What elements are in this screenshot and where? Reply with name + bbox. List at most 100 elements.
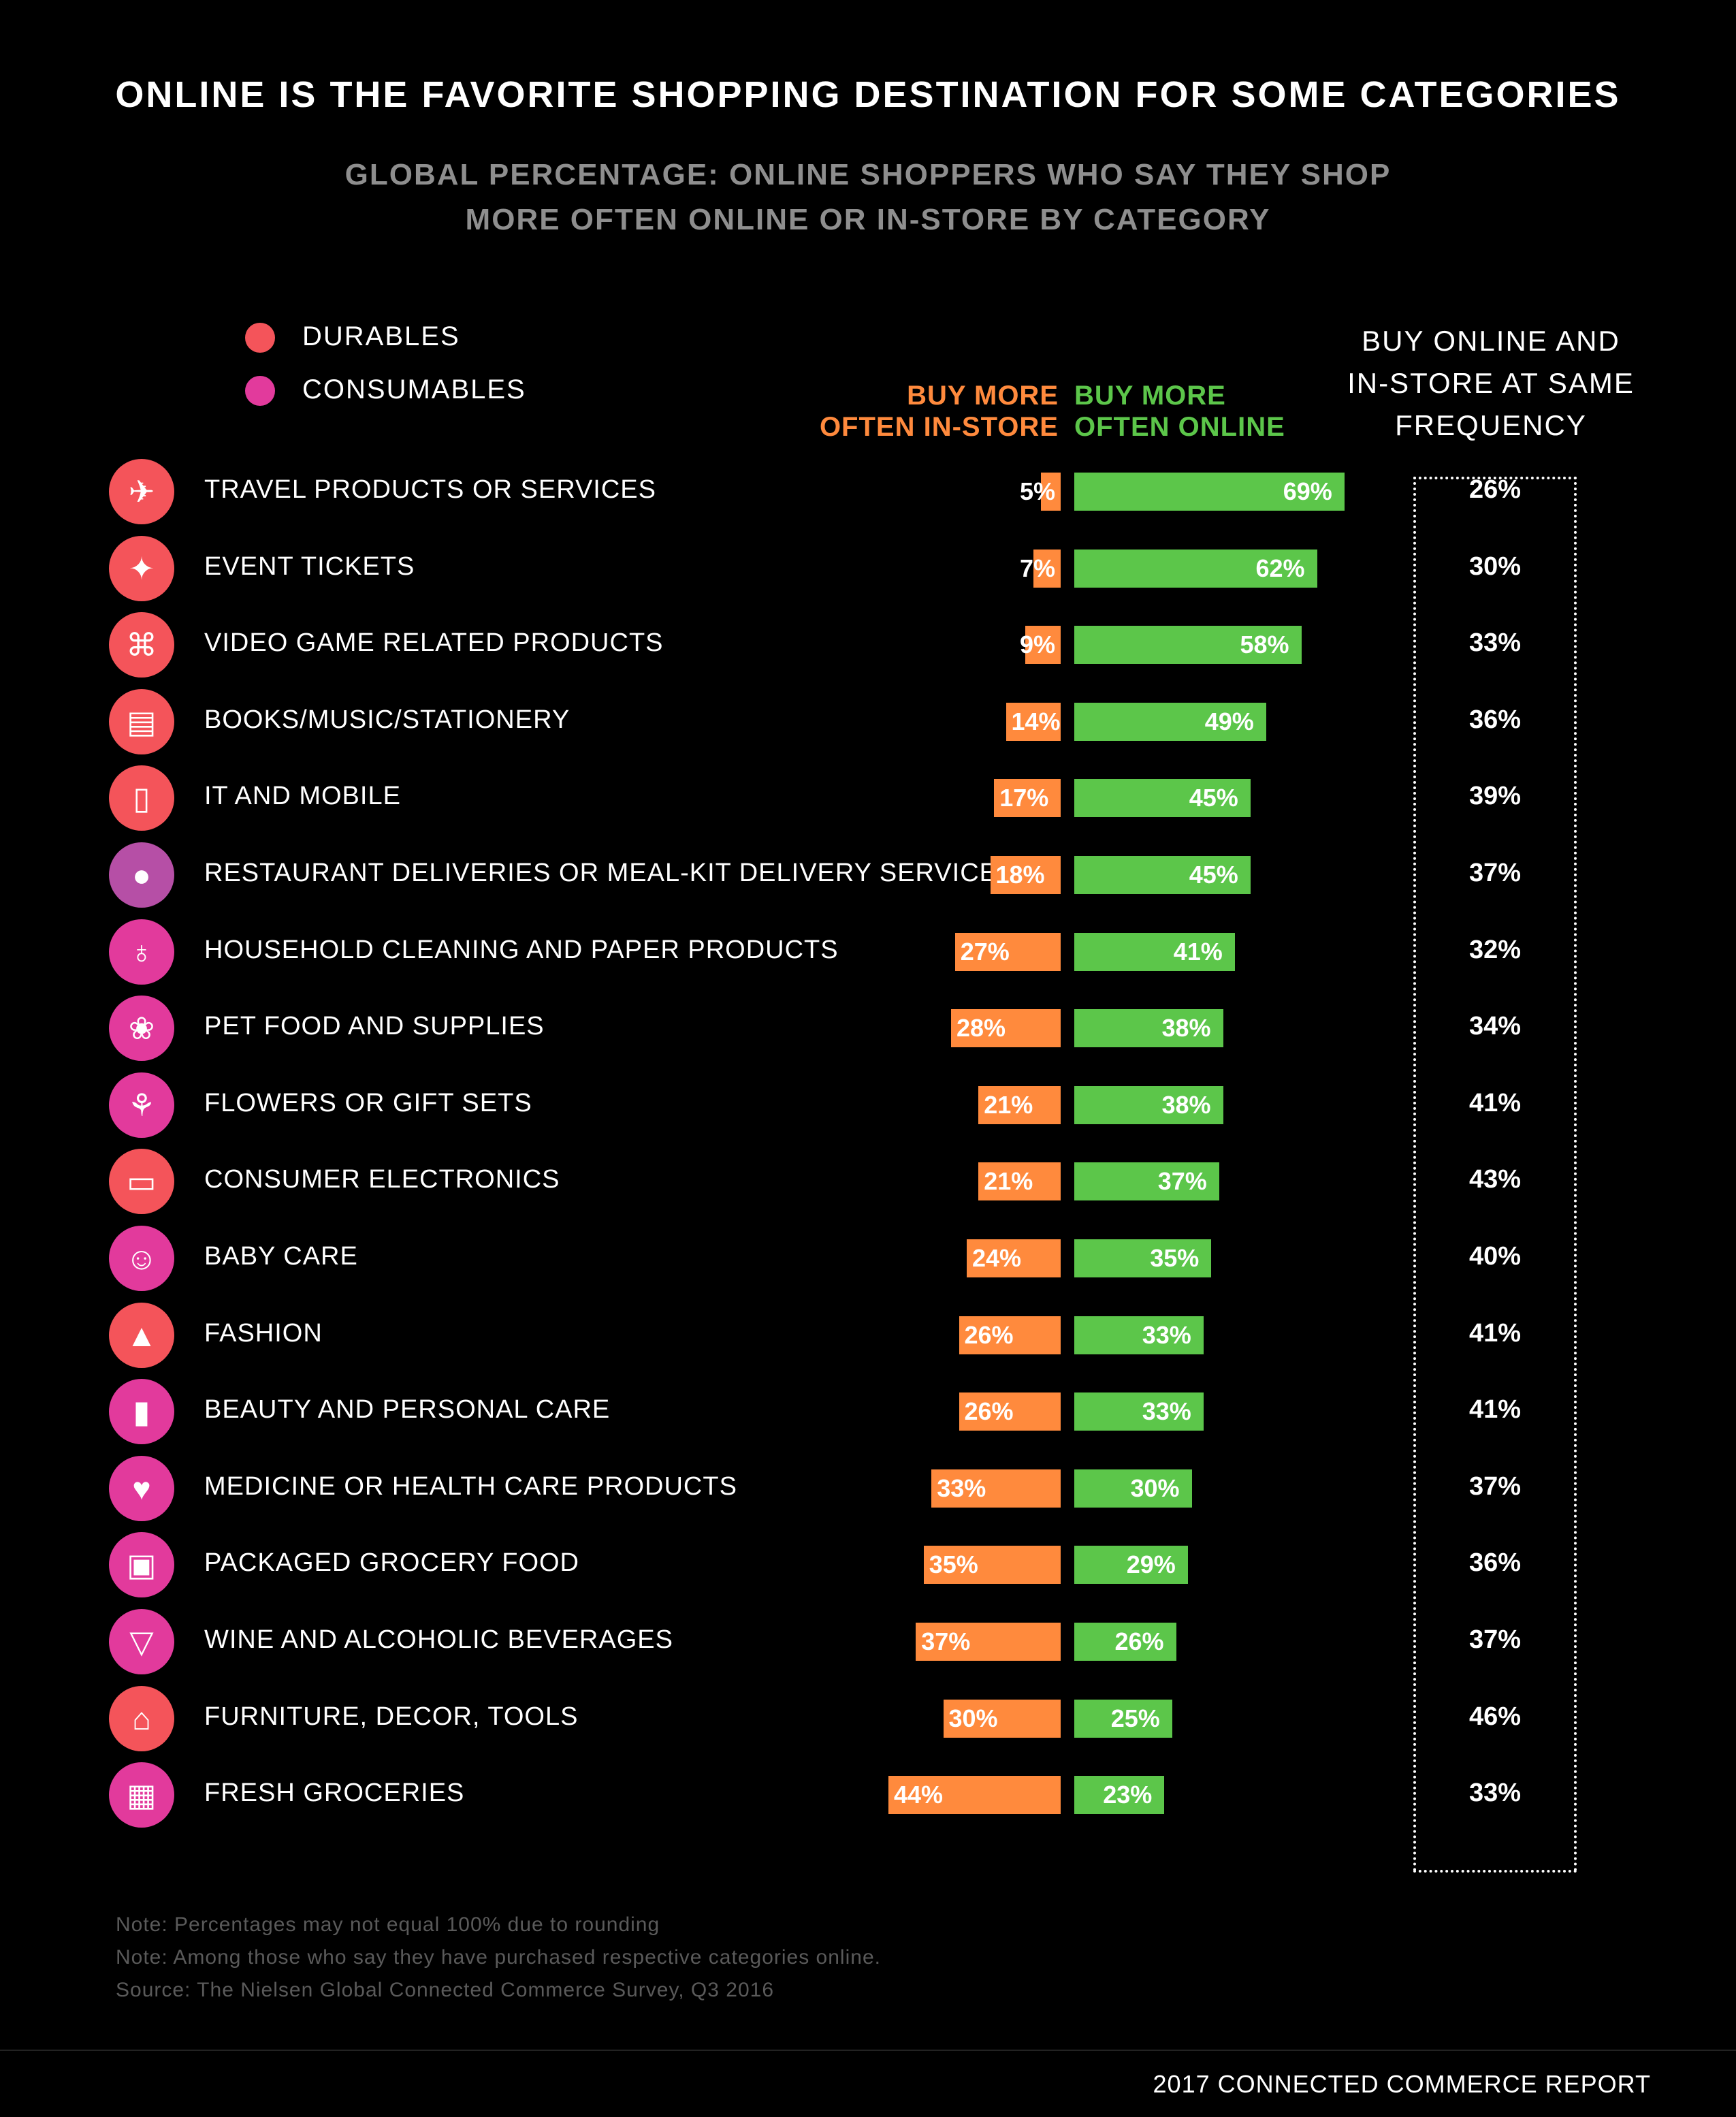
header-same-line2: IN-STORE AT SAME — [1347, 367, 1635, 399]
same-frequency-value: 30% — [1468, 552, 1522, 581]
same-frequency-value: 39% — [1468, 782, 1522, 811]
footer-divider — [0, 2050, 1736, 2051]
grocery-bag-icon: ▣ — [109, 1532, 174, 1598]
bar-instore-value: 21% — [984, 1167, 1033, 1196]
bar-online: 58% — [1074, 626, 1302, 665]
same-frequency-value: 33% — [1468, 1779, 1522, 1808]
note-source: Source: The Nielsen Global Connected Com… — [116, 1979, 775, 2001]
category-label: TRAVEL PRODUCTS OR SERVICES — [204, 475, 656, 504]
bar-online: 38% — [1074, 1085, 1223, 1124]
bar-online: 25% — [1074, 1699, 1172, 1738]
header-same-line1: BUY ONLINE AND — [1362, 325, 1620, 357]
legend-durables-label: DURABLES — [302, 321, 460, 351]
bar-online: 33% — [1074, 1392, 1204, 1431]
footer-report-name: 2017 CONNECTED COMMERCE REPORT — [1153, 2070, 1651, 2098]
category-label: HOUSEHOLD CLEANING AND PAPER PRODUCTS — [204, 935, 839, 964]
category-label: CONSUMER ELECTRONICS — [204, 1165, 560, 1194]
header-same-line3: FREQUENCY — [1395, 409, 1587, 441]
legend-consumables-dot — [245, 376, 275, 406]
same-frequency-value: 36% — [1468, 705, 1522, 734]
bar-online: 23% — [1074, 1776, 1165, 1815]
same-frequency-value: 37% — [1468, 859, 1522, 887]
bar-online: 45% — [1074, 856, 1251, 894]
category-label: BOOKS/MUSIC/STATIONERY — [204, 705, 570, 734]
bar-online: 41% — [1074, 932, 1235, 971]
category-label: PET FOOD AND SUPPLIES — [204, 1012, 545, 1041]
lipstick-icon: ▮ — [109, 1379, 174, 1445]
category-label: BABY CARE — [204, 1242, 358, 1271]
bar-instore-value: 21% — [984, 1090, 1033, 1119]
bar-instore — [959, 1392, 1061, 1431]
bar-instore — [951, 1009, 1061, 1048]
legend-consumables-label: CONSUMABLES — [302, 375, 526, 404]
bar-instore — [990, 856, 1061, 894]
bar-online: 62% — [1074, 549, 1317, 588]
bar-online: 35% — [1074, 1239, 1212, 1277]
bar-online: 69% — [1074, 473, 1345, 511]
same-frequency-value: 34% — [1468, 1012, 1522, 1041]
legend-durables-dot — [245, 323, 275, 353]
category-label: VIDEO GAME RELATED PRODUCTS — [204, 628, 664, 658]
bar-instore-value: 26% — [964, 1320, 1014, 1349]
note-rounding: Note: Percentages may not equal 100% due… — [116, 1913, 660, 1936]
same-frequency-value: 46% — [1468, 1702, 1522, 1731]
bar-instore — [978, 1085, 1061, 1124]
same-frequency-value: 41% — [1468, 1395, 1522, 1424]
tv-monitor-icon: ▭ — [109, 1149, 174, 1215]
book-icon: ▤ — [109, 688, 174, 754]
sofa-icon: ⌂ — [109, 1685, 174, 1751]
header-instore-line1: BUY MORE — [907, 381, 1059, 411]
bar-online: 38% — [1074, 1009, 1223, 1048]
bar-online: 37% — [1074, 1162, 1219, 1201]
ticket-icon: ✦ — [109, 535, 174, 601]
paw-icon: ❀ — [109, 996, 174, 1062]
header-instore: BUY MORE OFTEN IN-STORE — [820, 380, 1059, 443]
bar-online: 49% — [1074, 702, 1266, 741]
bar-instore-value: 44% — [894, 1781, 944, 1809]
bar-instore-value: 37% — [921, 1627, 971, 1655]
bar-instore-value: 7% — [1020, 554, 1056, 582]
same-frequency-value: 37% — [1468, 1625, 1522, 1654]
chart-subtitle-line2: MORE OFTEN ONLINE OR IN-STORE BY CATEGOR… — [465, 203, 1271, 236]
bar-instore-value: 17% — [999, 784, 1049, 812]
plate-cutlery-icon: ● — [109, 842, 174, 908]
bar-instore-value: 28% — [957, 1014, 1006, 1042]
category-label: WINE AND ALCOHOLIC BEVERAGES — [204, 1625, 673, 1654]
bar-instore-value: 27% — [960, 937, 1010, 966]
category-label: PACKAGED GROCERY FOOD — [204, 1548, 579, 1578]
same-frequency-value: 36% — [1468, 1548, 1522, 1578]
category-label: MEDICINE OR HEALTH CARE PRODUCTS — [204, 1471, 737, 1501]
wine-glass-icon: ▽ — [109, 1609, 174, 1674]
cleaning-bottle-icon: ♁ — [109, 919, 174, 985]
bar-instore — [943, 1699, 1061, 1738]
same-frequency-value: 40% — [1468, 1242, 1522, 1271]
bouquet-icon: ⚘ — [109, 1072, 174, 1138]
same-frequency-value: 32% — [1468, 935, 1522, 964]
header-online-line1: BUY MORE — [1074, 381, 1226, 411]
dress-icon: ▲ — [109, 1302, 174, 1368]
category-label: FURNITURE, DECOR, TOOLS — [204, 1702, 579, 1731]
category-label: FLOWERS OR GIFT SETS — [204, 1088, 532, 1117]
bar-instore — [923, 1546, 1061, 1585]
chart-title: ONLINE IS THE FAVORITE SHOPPING DESTINAT… — [115, 74, 1621, 115]
heartbeat-icon: ♥ — [109, 1455, 174, 1521]
gamepad-icon: ⌘ — [109, 612, 174, 678]
bar-instore — [959, 1316, 1061, 1354]
bar-instore — [967, 1239, 1061, 1277]
same-frequency-box — [1413, 477, 1577, 1873]
header-same-frequency: BUY ONLINE AND IN-STORE AT SAME FREQUENC… — [1334, 320, 1647, 447]
bar-instore — [1033, 549, 1061, 588]
category-label: RESTAURANT DELIVERIES OR MEAL-KIT DELIVE… — [204, 859, 1016, 887]
bar-instore — [1025, 626, 1061, 665]
bar-instore-value: 5% — [1020, 477, 1056, 505]
bar-online: 26% — [1074, 1623, 1176, 1661]
bar-instore-value: 18% — [995, 861, 1045, 889]
category-label: BEAUTY AND PERSONAL CARE — [204, 1395, 611, 1424]
bar-instore — [954, 932, 1061, 971]
bar-instore-value: 9% — [1020, 631, 1056, 659]
bar-instore-value: 30% — [948, 1704, 998, 1732]
bar-online: 45% — [1074, 779, 1251, 818]
baby-icon: ☺ — [109, 1226, 174, 1291]
bar-instore — [978, 1162, 1061, 1201]
bar-instore — [916, 1623, 1061, 1661]
